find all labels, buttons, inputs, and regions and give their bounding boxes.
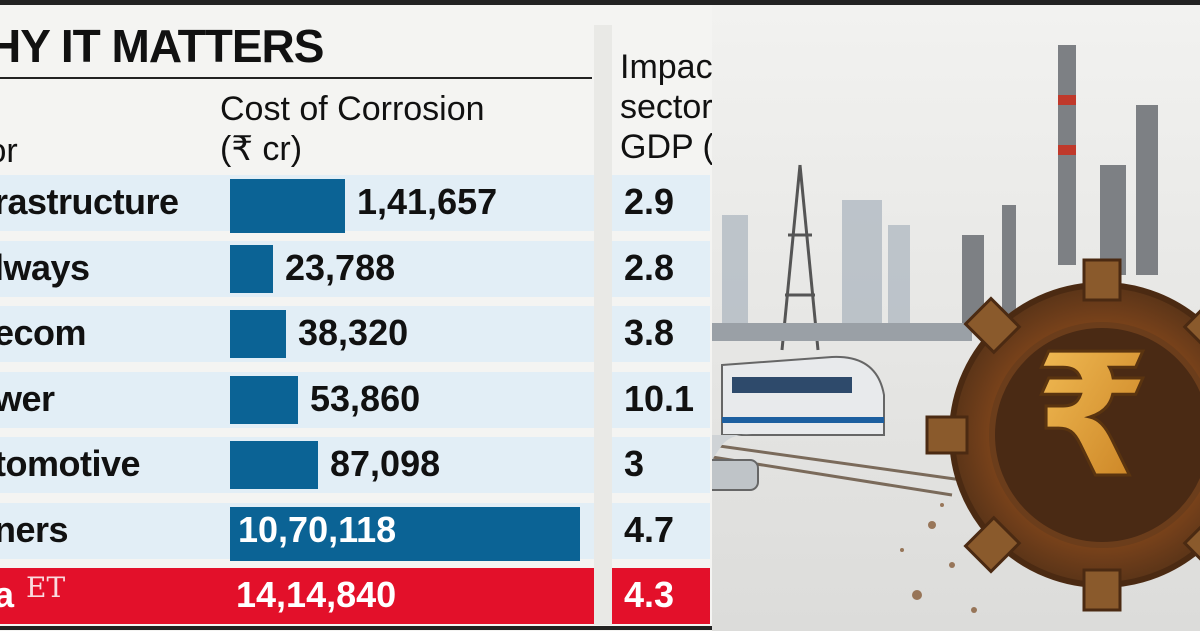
row-band xyxy=(0,306,710,362)
title-rule xyxy=(0,77,592,79)
overpass xyxy=(712,323,972,341)
row-band xyxy=(0,437,710,493)
svg-text:₹: ₹ xyxy=(1033,318,1151,516)
sector-label: rastructure xyxy=(0,181,179,222)
sector-label: ners xyxy=(0,508,69,550)
impact-cell xyxy=(612,175,710,231)
sector-label: lways xyxy=(0,246,90,288)
cost-value-label: 23,788 xyxy=(285,246,396,288)
cost-value-label: 87,098 xyxy=(330,443,441,484)
page-title: HY IT MATTERS xyxy=(0,20,324,72)
impact-cell xyxy=(612,437,710,493)
total-row-band xyxy=(0,568,710,624)
impact-value: 2.8 xyxy=(624,246,675,288)
total-impact-cell xyxy=(612,568,710,624)
cost-value-label: 53,860 xyxy=(310,377,421,419)
impact-value: 4.7 xyxy=(624,508,675,550)
car-icon xyxy=(712,434,759,491)
impact-cell xyxy=(612,371,710,428)
industrial-scene-illustration: ₹ xyxy=(712,5,1200,631)
rupee-gear-icon: ₹ xyxy=(925,258,1200,612)
sector-label: wer xyxy=(0,377,55,419)
cost-bar xyxy=(230,506,580,561)
row-band xyxy=(0,175,710,231)
cost-bar xyxy=(230,244,273,293)
impact-cell xyxy=(612,306,710,362)
cost-value-label: 14,14,840 xyxy=(236,574,397,615)
cost-header-line-1: Cost of Corrosion xyxy=(220,90,485,128)
sector-column-header: tor xyxy=(0,132,18,170)
impact-value: 10.1 xyxy=(624,377,695,419)
cost-value-label: 1,41,657 xyxy=(357,181,498,222)
impact-value: 4.3 xyxy=(624,574,675,615)
row-band xyxy=(0,240,710,297)
row-band xyxy=(0,371,710,428)
city-skyline xyxy=(722,200,910,340)
impact-value: 3 xyxy=(624,443,645,484)
column-separator xyxy=(594,25,612,625)
cost-bar xyxy=(230,310,286,358)
impact-value: 3.8 xyxy=(624,312,675,353)
telecom-tower xyxy=(780,164,820,351)
sector-label: ecom xyxy=(0,312,87,353)
train-icon xyxy=(721,355,885,436)
cost-bar xyxy=(230,375,298,424)
impact-cell xyxy=(612,240,710,297)
cost-header-line-2: (₹ cr) xyxy=(220,130,303,168)
sector-label: tomotive xyxy=(0,443,141,484)
factory-chimneys xyxy=(962,45,1158,325)
cost-bar xyxy=(230,179,345,233)
cost-bar xyxy=(230,441,318,489)
rust-debris xyxy=(900,503,977,613)
cost-value-label: 10,70,118 xyxy=(238,508,397,550)
impact-cell xyxy=(612,502,710,559)
impact-value: 2.9 xyxy=(624,181,675,222)
cost-column-header: Cost of Corrosion (₹ cr) xyxy=(220,89,485,169)
et-logo: ET xyxy=(26,571,66,604)
sector-label: a xyxy=(0,574,14,615)
cost-value-label: 38,320 xyxy=(298,312,409,353)
